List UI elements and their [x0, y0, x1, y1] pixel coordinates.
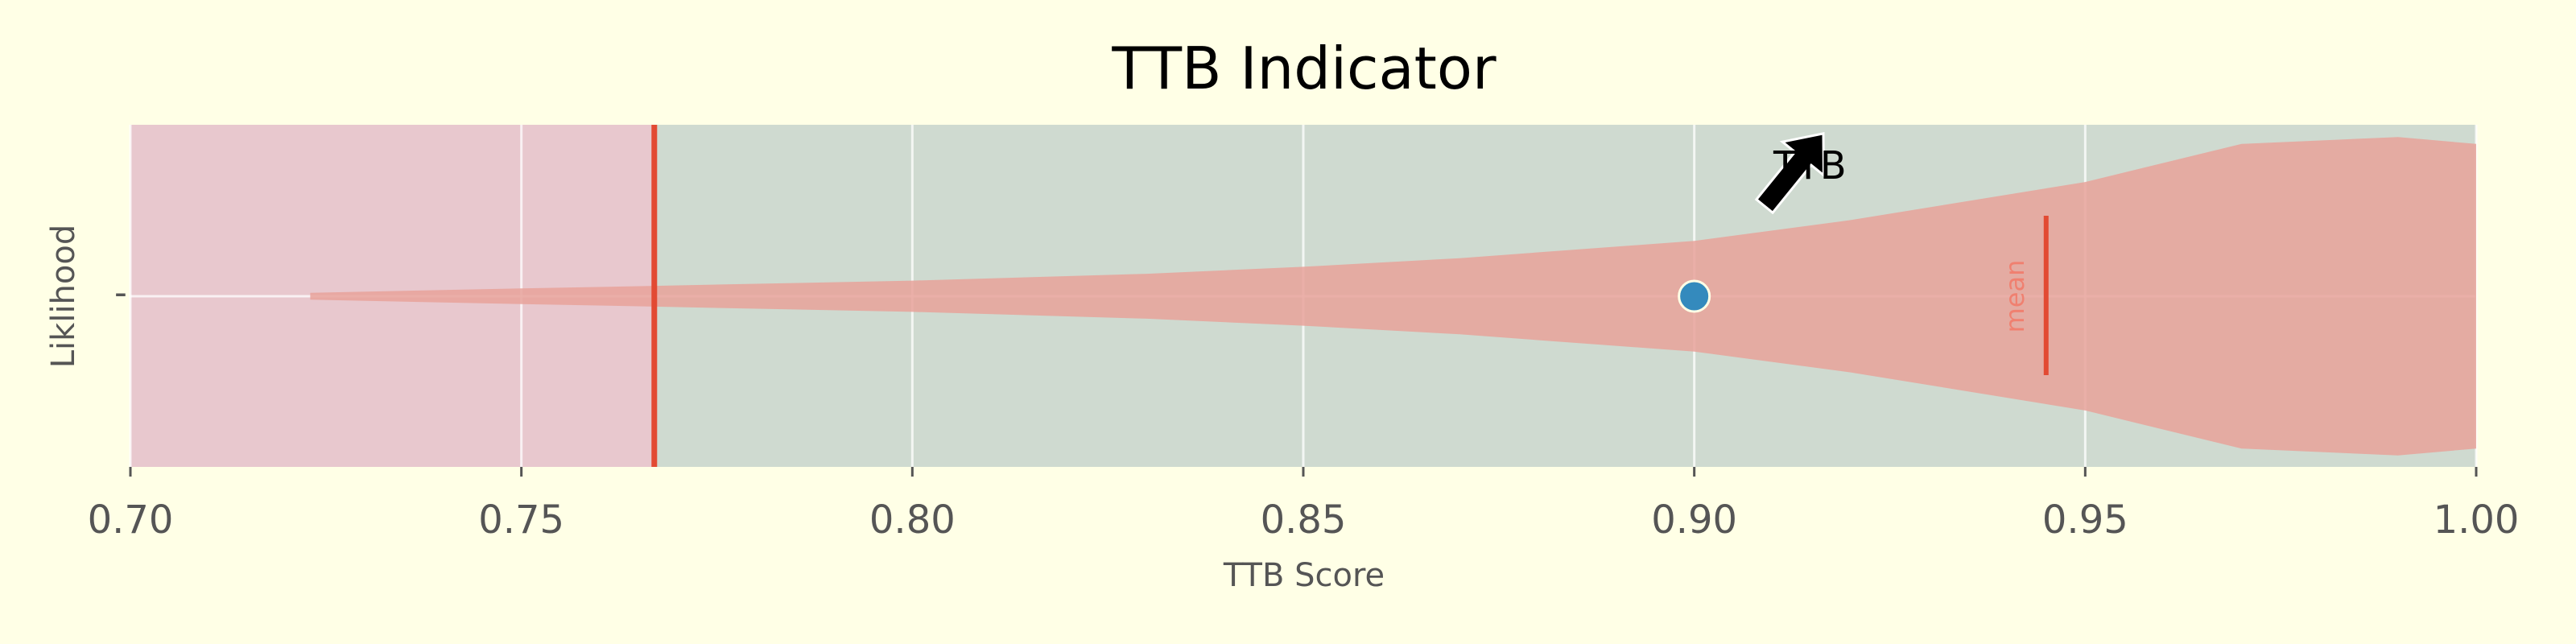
x-tick-label: 0.85: [1261, 497, 1347, 543]
x-axis-label: TTB Score: [1223, 557, 1385, 594]
ttb-marker-point: [1678, 279, 1711, 313]
x-tick-label: 0.80: [869, 497, 956, 543]
x-tick-label: 0.95: [2042, 497, 2128, 543]
y-tick-label: -: [114, 272, 127, 313]
annotation-arrow: [1754, 132, 1826, 215]
x-tick-label: 0.90: [1651, 497, 1737, 543]
x-tick-label: 0.75: [478, 497, 564, 543]
ttb-annotation-label: TTB: [1773, 143, 1847, 188]
x-axis: 0.70 0.75 0.80 0.85 0.90 0.95 1.00: [88, 467, 2520, 543]
x-tick-label: 0.70: [88, 497, 174, 543]
plot-area: mean TTB: [129, 125, 2478, 467]
y-axis-label: Liklihood: [45, 225, 82, 368]
x-tick-label: 1.00: [2434, 497, 2520, 543]
chart-title: TTB Indicator: [1111, 35, 1496, 102]
mean-label: mean: [2000, 260, 2030, 333]
violin-distribution: [310, 137, 2477, 456]
